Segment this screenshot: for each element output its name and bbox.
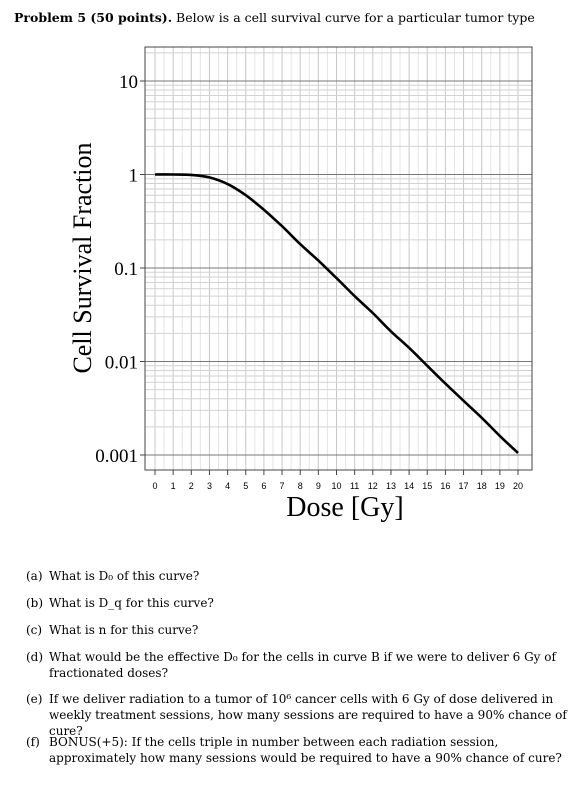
x-tick-label: 8	[298, 481, 303, 491]
x-axis-label: Dose [Gy]	[286, 492, 403, 523]
y-tick-label: 0.01	[105, 353, 138, 374]
x-tick-label: 10	[331, 481, 341, 491]
x-tick-label: 17	[459, 481, 469, 491]
y-tick-label: 0.001	[95, 446, 138, 467]
y-tick-marks	[140, 80, 145, 456]
y-tick-labels: 10 1 0.1 0.01 0.001	[95, 72, 138, 467]
x-tick-label: 4	[225, 481, 230, 491]
y-tick-label: 1	[129, 166, 139, 187]
question-text: If we deliver radiation to a tumor of 10…	[49, 692, 567, 738]
problem-header: Problem 5 (50 points). Below is a cell s…	[14, 10, 535, 25]
y-axis-label: Cell Survival Fraction	[68, 142, 97, 373]
x-tick-label: 1	[171, 481, 176, 491]
problem-title: Problem 5 (50 points).	[14, 10, 173, 25]
question-label: (b)	[26, 596, 44, 610]
x-tick-label: 3	[207, 481, 212, 491]
question-label: (d)	[26, 650, 44, 664]
question-text: What is D_q for this curve?	[49, 596, 214, 610]
problem-intro: Below is a cell survival curve for a par…	[176, 10, 535, 25]
plot-frame	[144, 46, 533, 471]
x-tick-label: 12	[368, 481, 378, 491]
question-label: (f)	[26, 735, 40, 749]
x-tick-label: 2	[189, 481, 194, 491]
y-tick-label: 10	[119, 72, 138, 93]
x-tick-label: 18	[477, 481, 487, 491]
question-label: (e)	[26, 692, 43, 706]
x-tick-label: 13	[386, 481, 396, 491]
x-tick-label: 11	[350, 481, 359, 491]
x-tick-label: 5	[243, 481, 248, 491]
survival-curve	[154, 173, 519, 454]
x-tick-label: 20	[513, 481, 523, 491]
x-tick-label: 15	[422, 481, 432, 491]
x-tick-label: 9	[316, 481, 321, 491]
question-label: (c)	[26, 623, 43, 637]
question-text: What is D₀ of this curve?	[49, 569, 200, 583]
x-tick-label: 7	[280, 481, 285, 491]
question-text: BONUS(+5): If the cells triple in number…	[49, 735, 562, 765]
x-tick-label: 16	[440, 481, 450, 491]
question-label: (a)	[26, 569, 43, 583]
x-tick-marks	[154, 470, 519, 475]
x-tick-label: 0	[152, 481, 157, 491]
x-tick-label: 19	[495, 481, 505, 491]
chart-grid	[145, 47, 532, 470]
question-text: What is n for this curve?	[49, 623, 199, 637]
x-tick-labels: 0 1 2 3 4 5 6 7 8 9 10 11 12 13 14 15 16 17 18 19 20	[152, 481, 523, 491]
x-tick-label: 6	[261, 481, 266, 491]
question-text: What would be the effective D₀ for the c…	[49, 650, 556, 680]
y-tick-label: 0.1	[114, 259, 138, 280]
x-tick-label: 14	[404, 481, 414, 491]
